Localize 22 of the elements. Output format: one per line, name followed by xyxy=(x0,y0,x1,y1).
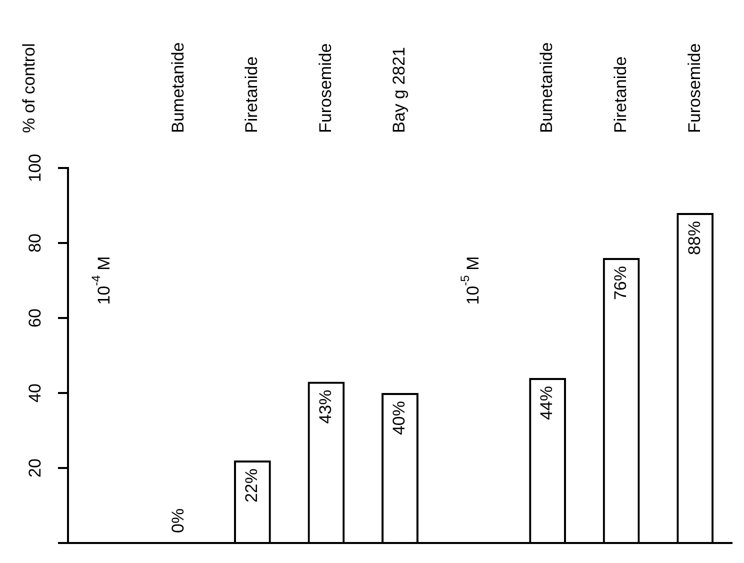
y-tick-label: 20 xyxy=(26,458,45,478)
data-label: 88% xyxy=(684,220,704,256)
data-label: 44% xyxy=(537,386,556,420)
x-tick-label: Bay g 2821 xyxy=(390,46,409,133)
x-tick-label: Piretanide xyxy=(242,56,262,133)
y-tick-label: 100 xyxy=(26,154,45,182)
data-label: 0% xyxy=(168,508,188,533)
x-tick-label: Piretanide xyxy=(611,56,630,133)
x-tick-label: Furosemide xyxy=(684,43,704,133)
data-label: 43% xyxy=(316,390,335,424)
x-tick-label: Bumetanide xyxy=(537,42,556,133)
y-tick-label: 60 xyxy=(26,308,45,328)
x-tick-label: Bumetanide xyxy=(168,42,188,133)
y-tick-label: 80 xyxy=(26,234,45,252)
annotation: 10-5 M xyxy=(458,256,482,305)
y-axis-title: % of control xyxy=(20,43,39,133)
annotation: 10-4 M xyxy=(89,256,114,305)
data-label: 22% xyxy=(242,468,262,503)
data-label: 76% xyxy=(611,266,630,300)
y-tick-label: 40 xyxy=(26,384,45,402)
data-label: 40% xyxy=(390,400,409,436)
x-tick-label: Furosemide xyxy=(316,43,335,133)
